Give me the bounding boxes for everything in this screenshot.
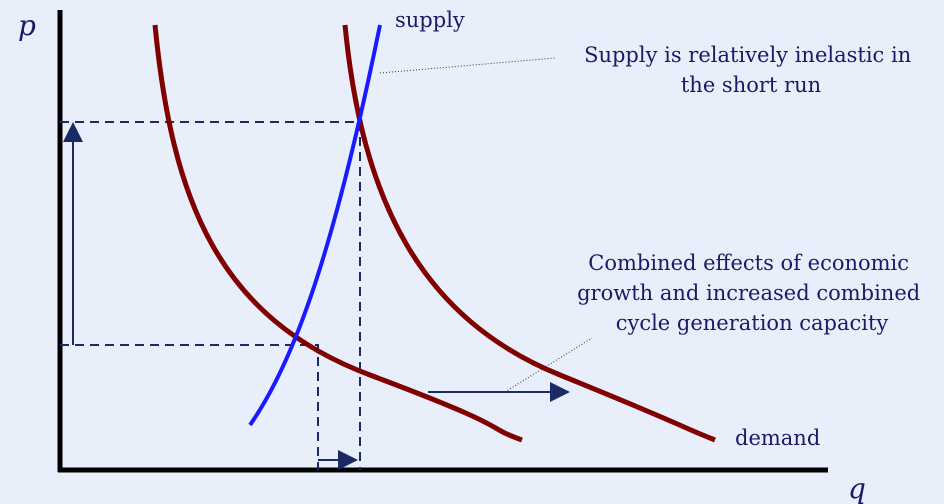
annotation-line: the short run (681, 73, 821, 97)
x-axis-label: q (848, 472, 866, 504)
leader-line (504, 337, 593, 393)
annotation: Supply is relatively inelastic in the sh… (584, 43, 918, 97)
annotation-line: cycle generation capacity (616, 311, 889, 335)
demand-label: demand (735, 426, 820, 450)
demand-curve-1 (152, 24, 523, 443)
annotation-line: Combined effects of economic (588, 251, 909, 275)
leader-line (379, 57, 556, 74)
annotation: Combined effects of economic growth and … (577, 251, 927, 335)
supply-curve (248, 24, 382, 427)
annotation-line: growth and increased combined (577, 281, 920, 305)
y-axis-label: p (18, 9, 36, 42)
demand-curve-2 (342, 24, 716, 443)
supply-label: supply (395, 8, 465, 32)
guide-low (60, 344, 319, 470)
annotation-line: Supply is relatively inelastic in (584, 43, 911, 67)
